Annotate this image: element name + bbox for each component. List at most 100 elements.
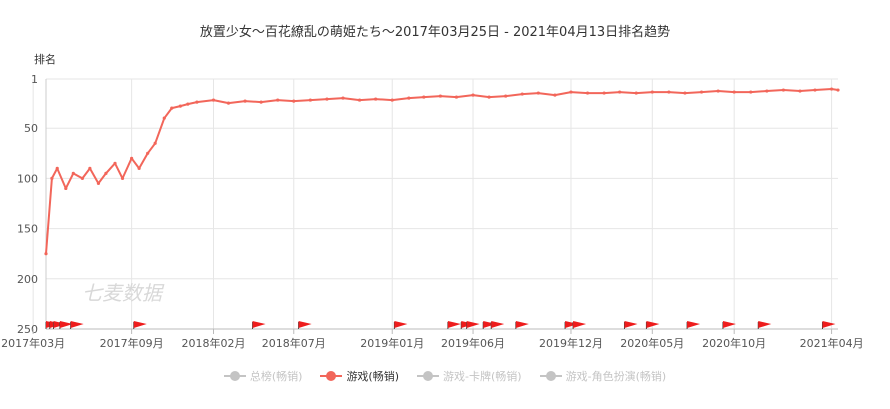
event-flag[interactable] — [515, 321, 529, 329]
data-point[interactable] — [357, 98, 362, 102]
event-flag[interactable] — [564, 321, 579, 329]
data-point[interactable] — [170, 106, 174, 110]
data-point[interactable] — [569, 90, 573, 94]
flag-icon[interactable] — [394, 321, 408, 328]
event-flag[interactable] — [623, 321, 638, 329]
data-point[interactable] — [504, 94, 508, 98]
data-point[interactable] — [64, 186, 68, 191]
data-point[interactable] — [50, 176, 54, 180]
data-point[interactable] — [226, 101, 231, 105]
flag-icon[interactable] — [298, 321, 312, 328]
data-point[interactable] — [390, 98, 394, 102]
event-flag[interactable] — [298, 321, 312, 329]
data-point[interactable] — [487, 95, 491, 99]
flag-icon[interactable] — [565, 321, 579, 328]
data-point[interactable] — [798, 89, 802, 93]
data-point[interactable] — [162, 116, 166, 120]
data-point[interactable] — [829, 87, 834, 91]
data-point[interactable] — [553, 93, 557, 97]
legend-item[interactable]: 游戏-角色扮演(畅销) — [539, 368, 666, 384]
legend-item[interactable]: 总榜(畅销) — [223, 368, 302, 384]
flag-icon[interactable] — [573, 321, 587, 328]
data-point[interactable] — [683, 91, 687, 95]
event-flag[interactable] — [393, 321, 408, 329]
data-point[interactable] — [80, 176, 84, 180]
event-flag[interactable] — [59, 321, 73, 329]
flag-icon[interactable] — [515, 321, 529, 328]
data-point[interactable] — [96, 181, 101, 186]
data-point[interactable] — [243, 99, 247, 103]
data-point[interactable] — [585, 91, 590, 95]
event-flag[interactable] — [447, 321, 461, 329]
event-flag[interactable] — [466, 321, 480, 329]
data-point[interactable] — [407, 96, 411, 100]
flag-icon[interactable] — [133, 321, 147, 328]
data-point[interactable] — [634, 91, 638, 95]
data-point[interactable] — [716, 89, 720, 93]
data-point[interactable] — [471, 93, 475, 97]
data-point[interactable] — [55, 166, 59, 170]
data-point[interactable] — [667, 90, 671, 94]
data-point[interactable] — [618, 90, 622, 94]
event-flag[interactable] — [572, 321, 587, 329]
flag-icon[interactable] — [59, 321, 73, 328]
data-point[interactable] — [781, 88, 786, 92]
data-point[interactable] — [438, 94, 442, 98]
data-point[interactable] — [765, 89, 769, 93]
data-point[interactable] — [195, 100, 199, 104]
data-point[interactable] — [153, 141, 157, 145]
data-point[interactable] — [292, 99, 296, 103]
data-point[interactable] — [276, 98, 280, 102]
data-point[interactable] — [259, 100, 263, 104]
flag-icon[interactable] — [483, 321, 497, 328]
flag-icon[interactable] — [822, 321, 836, 328]
legend-item[interactable]: 游戏(畅销) — [320, 368, 399, 384]
event-flag[interactable] — [645, 321, 660, 329]
event-flag[interactable] — [686, 321, 701, 329]
flag-icon[interactable] — [491, 321, 505, 328]
data-point[interactable] — [749, 90, 753, 94]
series-layer[interactable] — [44, 87, 840, 256]
data-point[interactable] — [536, 91, 540, 95]
event-flags[interactable] — [45, 321, 836, 329]
data-point[interactable] — [137, 166, 141, 170]
data-point[interactable] — [454, 95, 459, 99]
data-point[interactable] — [422, 95, 426, 99]
flag-icon[interactable] — [624, 321, 638, 328]
event-flag[interactable] — [482, 321, 497, 329]
data-point[interactable] — [146, 151, 150, 155]
event-flag[interactable] — [722, 321, 736, 329]
data-point[interactable] — [650, 90, 654, 94]
data-point[interactable] — [104, 171, 108, 175]
event-flag[interactable] — [252, 321, 266, 329]
data-point[interactable] — [341, 96, 345, 100]
data-point[interactable] — [120, 176, 125, 180]
series-line[interactable] — [45, 88, 839, 254]
data-point[interactable] — [325, 97, 329, 101]
flag-icon[interactable] — [252, 321, 266, 328]
data-point[interactable] — [211, 98, 216, 102]
data-point[interactable] — [520, 92, 524, 96]
data-point[interactable] — [602, 91, 606, 95]
data-point[interactable] — [699, 90, 704, 94]
event-flag[interactable] — [490, 321, 505, 329]
data-point[interactable] — [113, 161, 117, 165]
data-point[interactable] — [130, 156, 134, 160]
event-flag[interactable] — [70, 321, 84, 329]
event-flag[interactable] — [821, 321, 836, 329]
flag-icon[interactable] — [646, 321, 660, 328]
event-flag[interactable] — [757, 321, 772, 329]
data-point[interactable] — [186, 102, 190, 106]
flag-icon[interactable] — [466, 321, 480, 328]
flag-icon[interactable] — [687, 321, 701, 328]
data-point[interactable] — [71, 171, 75, 175]
flag-icon[interactable] — [70, 321, 84, 328]
legend-item[interactable]: 游戏-卡牌(畅销) — [417, 368, 522, 384]
data-point[interactable] — [732, 90, 736, 94]
data-point[interactable] — [308, 98, 312, 102]
event-flag[interactable] — [133, 321, 147, 329]
flag-icon[interactable] — [758, 321, 772, 328]
flag-icon[interactable] — [447, 321, 461, 328]
data-point[interactable] — [88, 166, 92, 170]
data-point[interactable] — [178, 104, 182, 108]
